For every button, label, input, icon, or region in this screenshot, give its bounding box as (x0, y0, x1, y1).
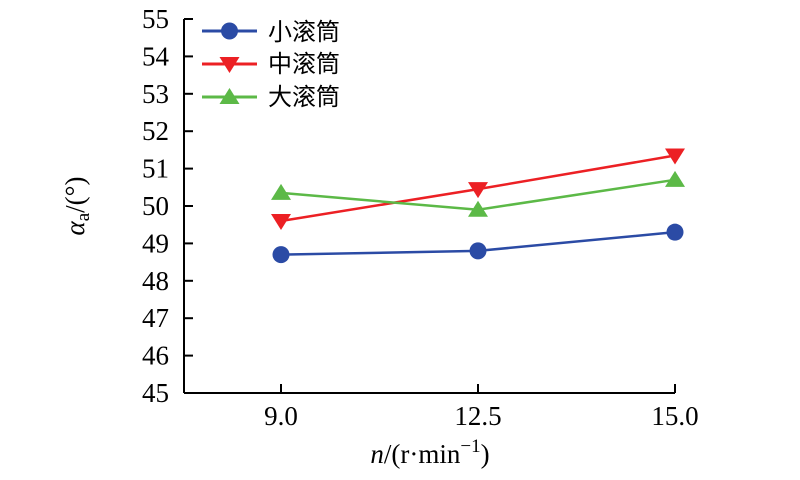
triangle-up-marker-icon (219, 88, 240, 104)
triangle-down-marker-icon (219, 57, 240, 73)
y-tick-label: 51 (142, 154, 169, 184)
circle-marker-icon (221, 22, 238, 40)
triangle-up-marker-icon (271, 183, 291, 200)
circle-marker-icon (666, 223, 684, 241)
circle-marker-icon (469, 242, 487, 260)
y-tick-label: 47 (142, 303, 169, 333)
y-tick-label: 55 (142, 4, 169, 34)
circle-marker-icon (272, 246, 290, 264)
y-tick-label: 48 (142, 266, 169, 296)
triangle-up-marker-icon (468, 200, 488, 217)
x-tick-label: 15.0 (651, 401, 698, 431)
triangle-up-marker-icon (665, 170, 685, 187)
y-tick-label: 52 (142, 116, 169, 146)
y-tick-label: 54 (142, 41, 170, 71)
y-tick-label: 45 (142, 378, 169, 408)
y-axis-ticks: 45 46 47 48 49 50 51 52 53 54 55 (142, 4, 193, 408)
triangle-down-marker-icon (468, 182, 488, 199)
triangle-down-marker-icon (271, 213, 291, 230)
data-series (271, 148, 685, 264)
triangle-down-marker-icon (665, 148, 685, 165)
x-tick-label: 12.5 (454, 401, 501, 431)
x-tick-label: 9.0 (264, 401, 298, 431)
y-tick-label: 50 (142, 191, 169, 221)
legend-label-middle-roller: 中滚筒 (268, 51, 340, 78)
y-tick-label: 49 (142, 228, 169, 258)
y-tick-label: 46 (142, 341, 169, 371)
legend-label-large-roller: 大滚筒 (268, 84, 340, 111)
legend-label-small-roller: 小滚筒 (268, 19, 340, 46)
y-axis-label: αa/(°) (60, 177, 94, 236)
y-tick-label: 53 (142, 79, 169, 109)
legend: 小滚筒 中滚筒 大滚筒 (202, 19, 340, 111)
x-axis-label: n/(r·min−1) (370, 436, 489, 469)
x-axis-ticks: 9.0 12.5 15.0 (264, 384, 699, 431)
legend-swatches (202, 22, 257, 104)
